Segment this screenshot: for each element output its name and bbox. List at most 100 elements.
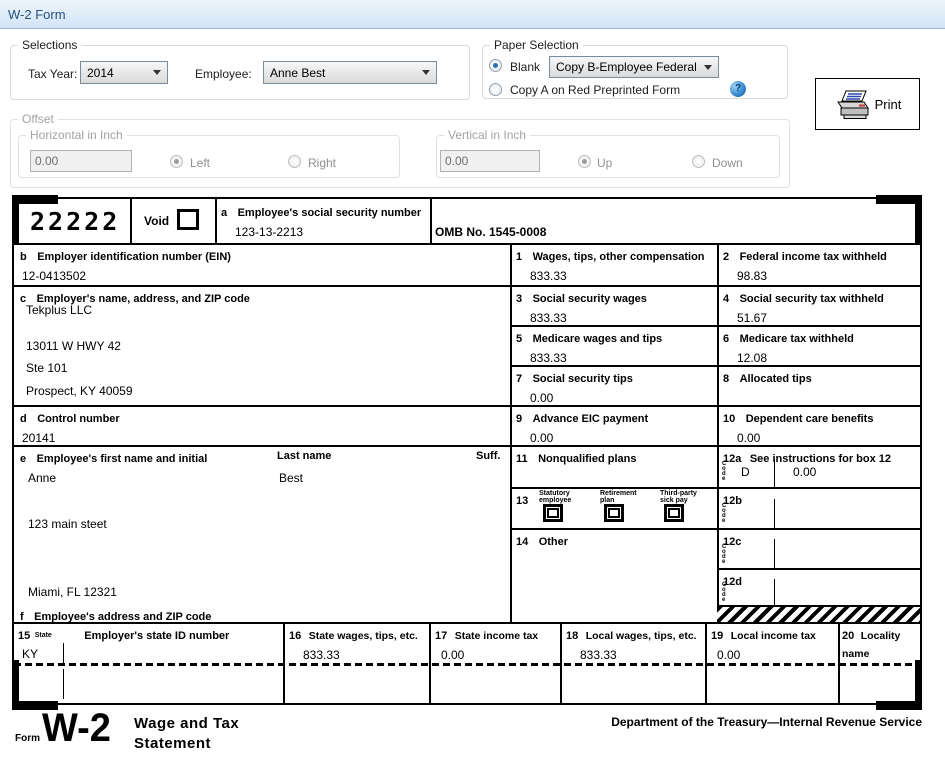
code-vertical-label: Code — [722, 582, 727, 603]
control-number-value: 20141 — [22, 431, 56, 445]
chevron-down-icon — [422, 70, 430, 75]
employer-suite: Ste 101 — [26, 361, 68, 375]
right-radio-label: Right — [308, 156, 337, 170]
corner-mark-top-left-arm — [12, 195, 19, 245]
dashed-divider — [14, 663, 920, 666]
box-3: 3 Social security wages 833.33 — [510, 285, 717, 325]
horizontal-offset-input[interactable] — [30, 150, 132, 172]
box-12a: 12a See instructions for box 12 Code D 0… — [722, 453, 892, 482]
corner-mark-top-right-arm — [915, 195, 922, 245]
state-id-label: Employer's state ID number — [84, 630, 230, 642]
tax-year-label: Tax Year: — [28, 67, 78, 81]
up-radio-label: Up — [597, 156, 613, 170]
box-4: 4 Social security tax withheld 51.67 — [717, 285, 920, 325]
box-12b: 12b Code — [722, 495, 742, 524]
copy-type-dropdown[interactable]: Copy B-Employee Federal — [549, 56, 719, 78]
corner-mark-top-right — [876, 195, 922, 204]
selections-group: Selections — [10, 38, 470, 100]
box-3-value: 833.33 — [530, 311, 567, 325]
employer-city: Prospect, KY 40059 — [26, 384, 133, 398]
copy-a-radio-label: Copy A on Red Preprinted Form — [510, 83, 681, 97]
box-6-value: 12.08 — [737, 351, 768, 365]
employee-city: Miami, FL 12321 — [28, 585, 117, 599]
box-10: 10 Dependent care benefits 0.00 — [717, 405, 920, 445]
box-11: 11 Nonqualified plans — [516, 453, 637, 465]
box-16: 16 State wages, tips, etc. 833.33 — [283, 622, 429, 663]
box-a-ssn: a Employee's social security number 123-… — [215, 199, 430, 243]
right-radio[interactable] — [288, 155, 301, 168]
box-12a-value: 0.00 — [793, 465, 817, 479]
statutory-employee-checkbox — [543, 504, 563, 522]
tax-year-dropdown[interactable]: 2014 — [80, 61, 168, 84]
print-button[interactable]: Print — [815, 78, 920, 130]
box-19: 19 Local income tax 0.00 — [705, 622, 838, 663]
form-statement-title: Wage and Tax Statement — [134, 715, 240, 752]
up-radio[interactable] — [578, 155, 591, 168]
last-name-value: Best — [279, 471, 304, 485]
third-party-sick-pay-checkbox — [664, 504, 684, 522]
box-5: 5 Medicare wages and tips 833.33 — [510, 325, 717, 365]
blank-radio[interactable] — [489, 59, 502, 72]
third-party-sick-pay-label: Third-party sick pay — [660, 490, 697, 504]
department-line: Department of the Treasury—Internal Reve… — [611, 715, 922, 729]
box-2-value: 98.83 — [737, 269, 768, 283]
box-1-value: 833.33 — [530, 269, 567, 283]
box-b-ein: b Employer identification number (EIN) 1… — [14, 243, 510, 285]
corner-mark-bottom-right-arm — [915, 660, 922, 710]
box-12d: 12d Code — [722, 576, 742, 603]
employee-dropdown[interactable]: Anne Best — [263, 61, 437, 84]
box-17-value: 0.00 — [441, 648, 465, 662]
box-9-value: 0.00 — [530, 431, 554, 445]
box-10-value: 0.00 — [737, 431, 761, 445]
chevron-down-icon — [704, 64, 712, 70]
retirement-plan-checkbox — [604, 504, 624, 522]
box-e-employee: e Employee's first name and initial Last… — [20, 450, 501, 623]
box-18: 18 Local wages, tips, etc. 833.33 — [560, 622, 705, 663]
void-checkbox — [177, 209, 199, 230]
vertical-offset-legend: Vertical in Inch — [448, 128, 527, 142]
box-c-employer: c Employer's name, address, and ZIP code… — [20, 293, 250, 398]
corner-mark-top-left — [12, 195, 58, 204]
box-15: 15 State Employer's state ID number KY — [14, 622, 283, 663]
down-radio[interactable] — [692, 155, 705, 168]
state-value: KY — [22, 647, 39, 661]
box-5-value: 833.33 — [530, 351, 567, 365]
box-12c: 12c Code — [722, 536, 742, 565]
form-word: Form — [15, 733, 40, 744]
box-7-value: 0.00 — [530, 391, 554, 405]
code-vertical-label: Code — [722, 461, 727, 482]
down-radio-label: Down — [712, 156, 743, 170]
copy-a-radio[interactable] — [489, 83, 502, 96]
box-17: 17 State income tax 0.00 — [429, 622, 560, 663]
omb-number: OMB No. 1545-0008 — [435, 225, 547, 239]
corner-mark-bottom-left-arm — [12, 660, 19, 710]
left-radio-label: Left — [190, 156, 211, 170]
box-13: 13 Statutory employee Retirement plan Th… — [510, 487, 717, 528]
vertical-offset-input[interactable] — [440, 150, 540, 172]
last-name-label: Last name — [277, 450, 332, 462]
chevron-down-icon — [153, 70, 161, 75]
first-name-value: Anne — [28, 471, 57, 485]
ein-value: 12-0413502 — [22, 269, 87, 283]
box-7: 7 Social security tips 0.00 — [510, 365, 717, 405]
tax-year-value: 2014 — [87, 65, 114, 80]
vertical-offset-group: Vertical in Inch — [436, 128, 780, 178]
suffix-label: Suff. — [476, 450, 501, 462]
box-d-control: d Control number 20141 — [14, 405, 510, 445]
box-12a-code: D — [741, 465, 750, 479]
corner-mark-bottom-right — [876, 701, 922, 710]
title-bar: W-2 Form — [0, 0, 945, 29]
box-16-value: 833.33 — [303, 648, 340, 662]
employer-name: Tekplus LLC — [26, 303, 93, 317]
copy-type-value: Copy B-Employee Federal — [556, 60, 697, 74]
void-label: Void — [144, 214, 170, 228]
box-1: 1 Wages, tips, other compensation 833.33 — [510, 243, 717, 285]
horizontal-offset-legend: Horizontal in Inch — [30, 128, 123, 142]
employee-street: 123 main steet — [28, 517, 107, 531]
corner-mark-bottom-left — [12, 701, 58, 710]
employer-street: 13011 W HWY 42 — [26, 339, 121, 353]
left-radio[interactable] — [170, 155, 183, 168]
retirement-plan-label: Retirement plan — [600, 490, 637, 504]
help-globe-icon[interactable]: ? — [730, 81, 746, 97]
